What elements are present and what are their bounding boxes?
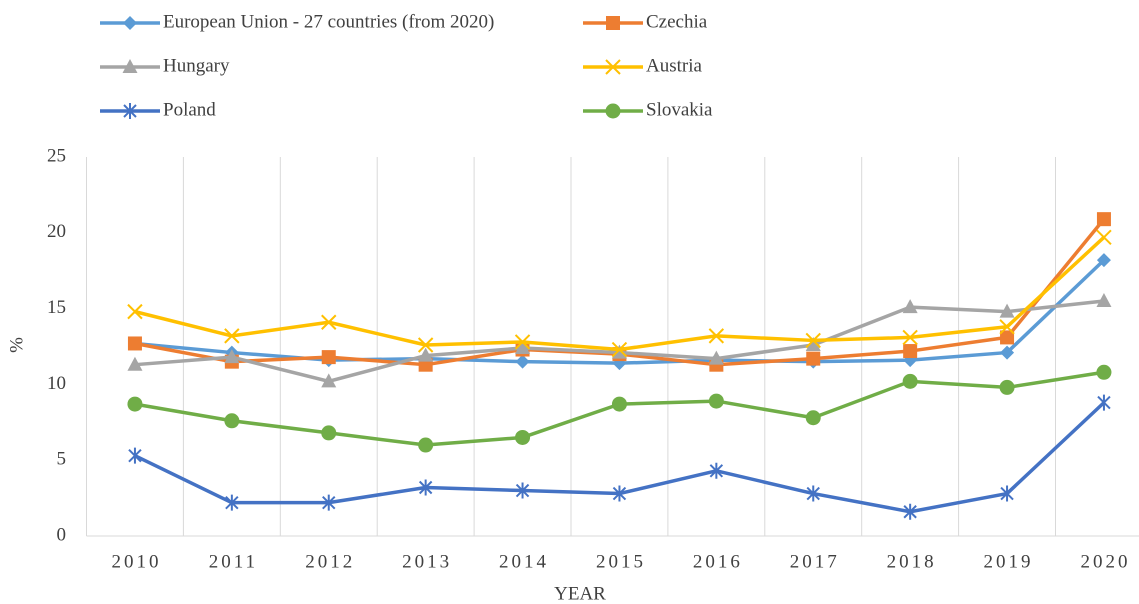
x-tick-label: 2012 (305, 551, 355, 572)
point (709, 462, 724, 479)
point (123, 16, 137, 30)
point (1000, 330, 1015, 345)
legend-label: Austria (646, 55, 703, 76)
x-tick-label: 2013 (402, 551, 452, 572)
point (1000, 345, 1015, 360)
point (708, 350, 724, 365)
point (605, 59, 621, 75)
point (611, 341, 628, 358)
legend-label: Hungary (163, 55, 230, 76)
x-tick-label: 2014 (499, 551, 549, 572)
point (805, 336, 821, 351)
point (127, 356, 143, 371)
point (418, 437, 434, 453)
point (902, 299, 918, 314)
point (321, 350, 336, 365)
series (127, 229, 1112, 358)
y-axis-label: % (6, 337, 27, 353)
x-tick-label: 2019 (984, 551, 1034, 572)
point (128, 447, 142, 464)
point (805, 332, 821, 349)
point (708, 328, 725, 344)
point (224, 413, 240, 429)
point (903, 503, 917, 520)
point (515, 429, 531, 445)
legend-item: Slovakia (583, 99, 713, 120)
point (322, 494, 336, 511)
point (1097, 394, 1111, 411)
x-tick-label: 2017 (790, 551, 840, 572)
point (127, 336, 142, 351)
legend-item: European Union - 27 countries (from 2020… (100, 11, 494, 32)
point (806, 351, 821, 366)
legend-item: Czechia (583, 11, 708, 32)
x-tick-label: 2020 (1080, 551, 1130, 572)
point (606, 16, 620, 30)
point (418, 479, 433, 496)
point (806, 485, 820, 502)
point (417, 337, 434, 353)
point (999, 303, 1015, 318)
y-tick-label: 25 (47, 145, 66, 166)
point (1096, 364, 1112, 380)
point (611, 344, 627, 359)
point (1096, 293, 1112, 308)
point (1096, 253, 1111, 268)
legend-label: Slovakia (646, 99, 713, 120)
point (999, 319, 1015, 335)
point (123, 103, 137, 119)
point (1096, 229, 1112, 246)
point (514, 334, 531, 350)
point (321, 425, 337, 441)
legend-label: European Union - 27 countries (from 2020… (163, 11, 494, 32)
point (127, 303, 143, 320)
legend-item: Hungary (100, 55, 230, 76)
legend-label: Czechia (646, 11, 708, 32)
point (902, 329, 918, 346)
point (1000, 485, 1014, 502)
x-tick-label: 2011 (209, 551, 258, 572)
point (903, 344, 918, 359)
x-axis-label: YEAR (554, 583, 606, 604)
point (225, 494, 239, 511)
legend-label: Poland (163, 99, 216, 120)
x-tick-label: 2018 (887, 551, 937, 572)
y-tick-label: 10 (47, 373, 66, 394)
point (224, 349, 240, 364)
y-tick-label: 15 (47, 297, 66, 318)
point (321, 373, 337, 388)
x-tick-label: 2010 (111, 551, 161, 572)
point (708, 393, 724, 409)
series (127, 364, 1112, 453)
point (515, 482, 530, 499)
point (127, 396, 143, 412)
point (515, 354, 530, 369)
x-tick-label: 2015 (596, 551, 646, 572)
y-tick-label: 5 (57, 449, 67, 470)
point (418, 347, 434, 362)
point (612, 485, 627, 502)
point (902, 373, 918, 389)
x-tick-label: 2016 (693, 551, 743, 572)
legend-item: Poland (100, 99, 216, 120)
point (1096, 212, 1111, 227)
series (128, 394, 1111, 520)
point (224, 328, 240, 344)
point (999, 379, 1015, 395)
point (122, 59, 138, 73)
point (515, 340, 531, 355)
y-tick-label: 0 (57, 524, 67, 545)
legend-item: Austria (583, 55, 703, 76)
series (127, 293, 1112, 388)
point (321, 314, 337, 330)
y-tick-label: 20 (47, 221, 66, 242)
point (605, 103, 621, 119)
point (805, 410, 821, 426)
point (611, 396, 627, 412)
